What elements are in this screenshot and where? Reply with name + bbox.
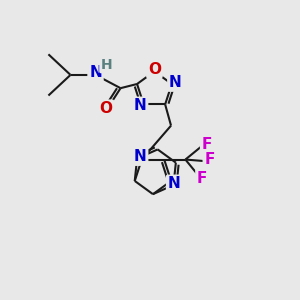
Text: N: N [168,176,181,191]
Text: N: N [89,65,102,80]
Text: O: O [148,61,161,76]
Text: F: F [202,137,212,152]
Text: F: F [197,171,207,186]
Text: F: F [204,152,215,167]
Text: N: N [134,98,146,113]
Text: O: O [99,101,112,116]
Text: H: H [101,58,112,72]
Text: N: N [134,149,147,164]
Text: N: N [169,75,182,90]
